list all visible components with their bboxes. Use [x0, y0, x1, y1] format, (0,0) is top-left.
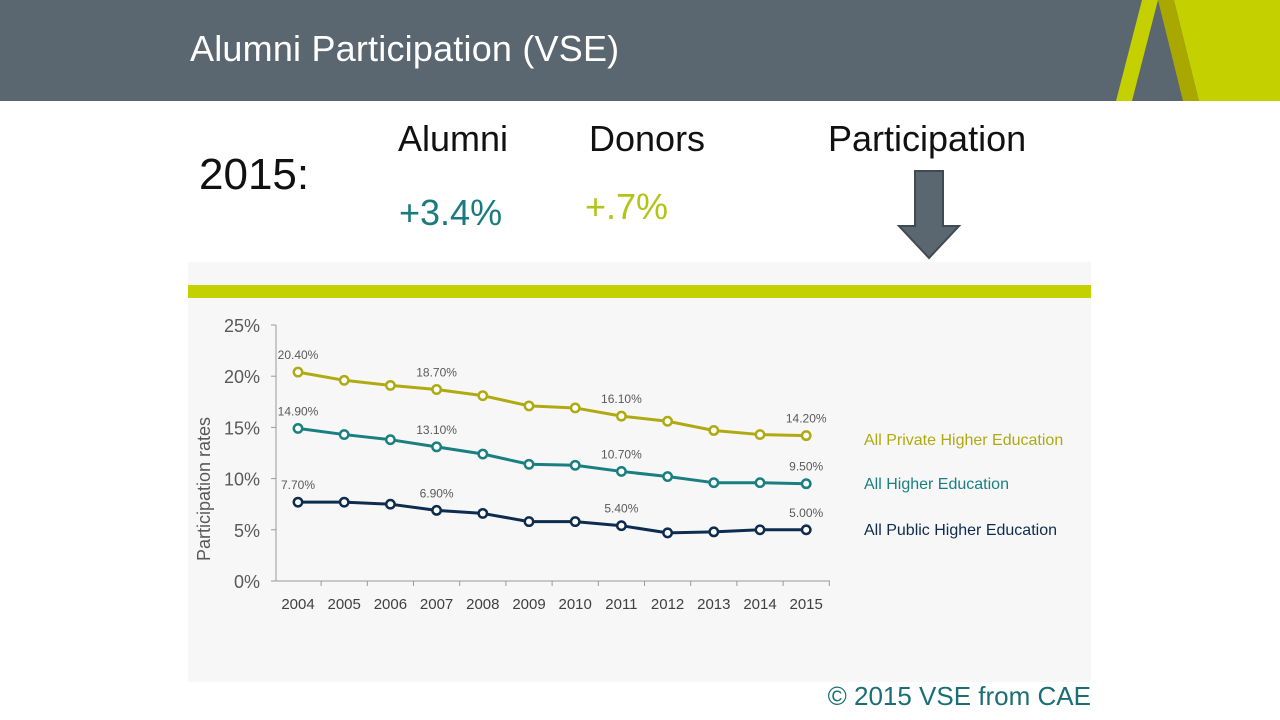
data-label: 6.90%: [420, 486, 454, 500]
y-tick-label: 0%: [234, 572, 260, 592]
donors-label: Donors: [589, 118, 706, 159]
data-point: [708, 477, 720, 489]
data-label: 18.70%: [416, 366, 457, 380]
data-point: [384, 379, 396, 391]
data-point: [662, 471, 674, 483]
data-point: [477, 507, 489, 519]
data-point: [431, 504, 443, 516]
data-point: [477, 390, 489, 402]
x-tick-label: 2014: [743, 596, 776, 613]
data-label: 20.40%: [278, 348, 319, 362]
y-tick-label: 5%: [234, 521, 260, 541]
down-arrow-icon: [896, 170, 962, 260]
y-axis-label: Participation rates: [194, 417, 214, 561]
x-tick-label: 2008: [466, 596, 499, 613]
series-line: [297, 370, 807, 438]
data-point: [292, 366, 304, 378]
x-tick-label: 2006: [374, 596, 407, 613]
y-tick-label: 20%: [224, 367, 260, 387]
alumni-label: Alumni: [398, 118, 509, 159]
data-point: [292, 422, 304, 434]
data-point: [754, 477, 766, 489]
data-point: [615, 520, 627, 532]
data-point: [569, 516, 581, 528]
data-label: 5.00%: [789, 506, 823, 520]
accent-divider: [188, 285, 1091, 298]
data-label: 5.40%: [604, 502, 638, 516]
data-point: [754, 429, 766, 441]
x-tick-label: 2013: [697, 596, 730, 613]
data-point: [800, 430, 812, 442]
x-tick-label: 2009: [512, 596, 545, 613]
data-label: 13.10%: [416, 423, 457, 437]
data-point: [708, 425, 720, 436]
x-tick-label: 2010: [559, 596, 592, 613]
participation-label: Participation: [828, 118, 1027, 159]
data-point: [338, 374, 350, 386]
x-tick-label: 2004: [281, 596, 314, 613]
data-point: [708, 526, 720, 538]
data-label: 10.70%: [601, 447, 642, 461]
legend-entry: All Private Higher Education: [864, 432, 1063, 449]
x-tick-label: 2012: [651, 596, 684, 613]
series-line: [297, 426, 807, 486]
data-point: [384, 498, 396, 510]
data-label: 7.70%: [281, 478, 315, 492]
series-line: [298, 500, 807, 535]
data-point: [523, 400, 535, 412]
data-label: 9.50%: [789, 460, 823, 474]
data-label: 14.90%: [278, 404, 319, 418]
title-bar: Alumni Participation (VSE): [0, 0, 1280, 101]
x-tick-label: 2007: [420, 596, 453, 613]
data-point: [523, 458, 535, 470]
y-tick-label: 25%: [224, 316, 260, 336]
legend-entry: All Higher Education: [864, 476, 1009, 493]
stat-year: 2015:: [199, 150, 310, 199]
logo-icon: [1116, 0, 1280, 101]
x-tick-label: 2015: [790, 596, 823, 613]
data-point: [754, 524, 766, 536]
y-tick-label: 10%: [224, 470, 260, 490]
data-label: 16.10%: [601, 392, 642, 406]
y-tick-label: 15%: [224, 418, 260, 438]
data-point: [800, 524, 812, 536]
data-point: [662, 415, 674, 427]
data-point: [384, 434, 396, 446]
data-point: [431, 441, 443, 453]
data-point: [338, 429, 350, 441]
data-point: [615, 410, 627, 422]
copyright-footer: © 2015 VSE from CAE: [827, 681, 1091, 711]
data-point: [569, 459, 581, 471]
data-point: [662, 527, 674, 539]
data-label: 14.20%: [786, 412, 827, 426]
data-point: [800, 478, 812, 490]
data-point: [338, 496, 350, 508]
x-tick-label: 2005: [328, 596, 361, 613]
donors-value: +.7%: [585, 186, 669, 227]
data-point: [431, 384, 443, 395]
alumni-value: +3.4%: [399, 192, 503, 233]
data-point: [569, 402, 581, 414]
legend-entry: All Public Higher Education: [864, 522, 1057, 539]
data-point: [477, 448, 489, 460]
slide-title: Alumni Participation (VSE): [190, 28, 620, 69]
data-point: [523, 516, 535, 528]
data-point: [292, 496, 304, 508]
x-tick-label: 2011: [605, 596, 637, 613]
data-point: [615, 465, 627, 477]
